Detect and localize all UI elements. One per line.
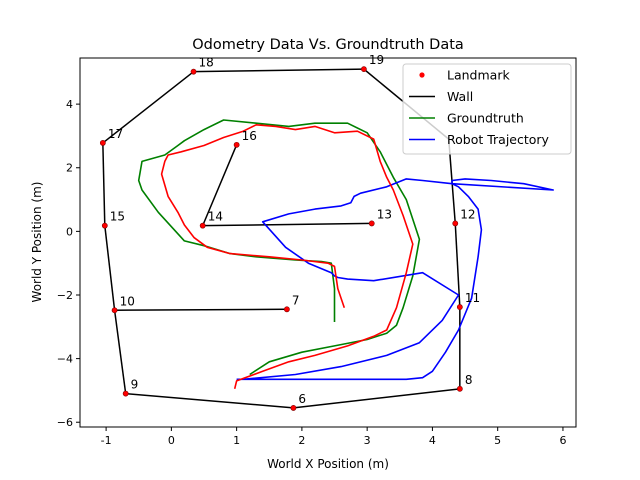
landmark-label: 8 — [465, 373, 473, 387]
wall-segment — [113, 310, 127, 394]
landmark-label: 9 — [131, 378, 139, 392]
x-tick-label: 3 — [364, 434, 371, 447]
legend-label: Groundtruth — [447, 111, 524, 126]
landmark-point — [456, 385, 463, 392]
landmark-point — [368, 220, 375, 227]
legend-box — [402, 63, 572, 155]
y-tick-label: 4 — [66, 98, 73, 111]
wall-segment — [102, 71, 195, 144]
legend-label: Robot Trajectory — [447, 132, 550, 147]
x-tick-label: 2 — [298, 434, 305, 447]
legend-label: Landmark — [447, 68, 510, 83]
landmark-point — [290, 405, 297, 411]
landmark-label: 17 — [108, 127, 123, 141]
wall-segment — [125, 392, 294, 409]
wall-segment — [454, 223, 461, 308]
landmark-point — [360, 66, 367, 73]
y-axis-label: World Y Position (m) — [30, 182, 44, 303]
x-axis-label: World X Position (m) — [267, 457, 389, 471]
landmark-point — [452, 220, 459, 227]
wall-segment — [202, 144, 238, 226]
landmark-label: 13 — [377, 207, 392, 221]
x-tick-label: 6 — [559, 434, 566, 447]
wall-segment — [202, 222, 372, 227]
landmark-point — [122, 390, 129, 397]
legend-label: Wall — [447, 89, 473, 104]
landmark-point — [99, 140, 106, 146]
landmark-label: 7 — [292, 293, 300, 307]
landmark-label: 11 — [465, 291, 480, 305]
landmark-label: 18 — [199, 56, 214, 70]
y-tick-label: −2 — [57, 289, 73, 302]
landmark-point — [190, 68, 197, 75]
landmark-point — [233, 141, 240, 148]
x-tick-label: 0 — [168, 434, 175, 447]
y-tick-label: 0 — [66, 225, 73, 238]
landmark-label: 19 — [369, 53, 384, 67]
landmark-label: 12 — [460, 207, 475, 221]
legend-marker — [419, 72, 425, 78]
landmark-point — [199, 222, 206, 229]
landmark-point — [111, 307, 118, 314]
x-tick-label: -1 — [101, 434, 112, 447]
wall-segment — [293, 388, 460, 409]
wall-segment — [104, 225, 116, 311]
chart-title: Odometry Data Vs. Groundtruth Data — [192, 37, 464, 53]
landmark-label: 6 — [298, 392, 306, 406]
x-tick-label: 5 — [494, 434, 501, 447]
landmark-label: 15 — [110, 210, 125, 224]
odometry-line — [160, 124, 414, 389]
y-tick-label: 2 — [66, 162, 73, 175]
wall-segment — [114, 308, 287, 312]
landmark-point — [456, 304, 463, 310]
wall-segment — [193, 68, 364, 73]
landmark-label: 16 — [242, 129, 257, 143]
y-tick-label: −6 — [57, 416, 73, 429]
landmark-point — [101, 222, 108, 229]
x-tick-label: 4 — [429, 434, 436, 447]
legend: Landmark Wall Groundtruth Robot Trajectory — [402, 63, 572, 155]
landmark-point — [283, 306, 290, 313]
y-tick-label: −4 — [57, 353, 73, 366]
plot-frame — [79, 57, 577, 428]
landmark-label: 14 — [208, 210, 223, 224]
wall-segment — [102, 142, 106, 226]
x-tick-label: 1 — [233, 434, 240, 447]
landmark-label: 10 — [120, 294, 135, 308]
